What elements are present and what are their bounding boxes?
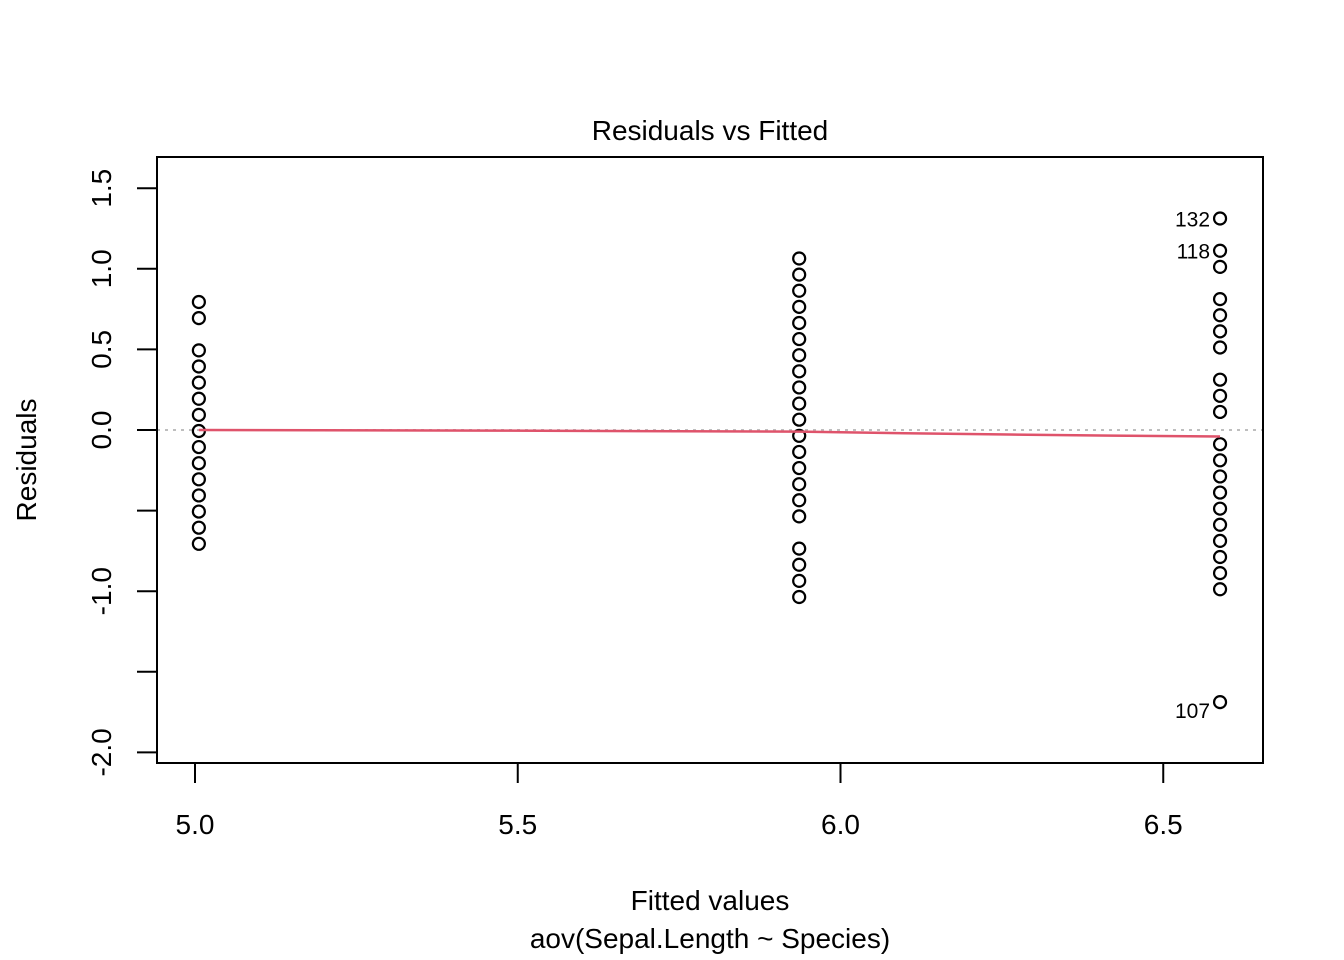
point-label-107: 107: [1175, 700, 1210, 723]
x-axis-label: Fitted values: [631, 885, 790, 916]
data-point: [1212, 469, 1228, 484]
x-tick-label: 6.0: [821, 809, 860, 840]
y-tick-label: 0.5: [86, 330, 117, 369]
x-axis: 5.0 5.5 6.0 6.5: [176, 763, 1183, 840]
plot-frame: [156, 156, 1264, 764]
y-tick-label: 1.5: [86, 169, 117, 208]
data-point: [792, 541, 807, 556]
data-point: [792, 589, 807, 605]
data-point: [191, 456, 206, 471]
data-point: [792, 444, 807, 460]
data-point: [191, 488, 206, 503]
data-point: [191, 504, 206, 519]
data-point: [792, 315, 807, 331]
data-point: [792, 348, 807, 363]
y-tick-label: -1.0: [86, 567, 117, 615]
data-point: [792, 267, 807, 282]
data-point: [191, 343, 206, 358]
data-point: [1212, 259, 1228, 274]
y-axis-label: Residuals: [11, 399, 42, 522]
data-point: [1212, 437, 1228, 452]
series-versicolor: [792, 251, 807, 605]
data-point: [191, 407, 206, 422]
data-point: [191, 439, 206, 455]
data-point: [1212, 517, 1228, 532]
data-point: [191, 520, 206, 535]
data-point: [792, 396, 807, 411]
x-tick-label: 5.5: [498, 809, 537, 840]
data-point: [1212, 549, 1228, 565]
data-point: [1212, 533, 1228, 549]
series-virginica: [1212, 211, 1228, 710]
data-point: [191, 391, 206, 406]
data-point: [1212, 695, 1228, 710]
data-point: [792, 331, 807, 347]
data-point: [792, 283, 807, 298]
data-point: [1212, 388, 1228, 403]
chart-title: Residuals vs Fitted: [592, 115, 829, 146]
data-point: [1212, 453, 1228, 468]
data-point: [1212, 292, 1228, 307]
data-point: [792, 251, 807, 266]
data-point: [792, 477, 807, 492]
data-point: [1212, 501, 1228, 516]
point-label-132: 132: [1175, 209, 1210, 232]
y-tick-label: -2.0: [86, 728, 117, 776]
data-point: [191, 359, 206, 374]
data-point: [1212, 324, 1228, 339]
data-point: [1212, 566, 1228, 581]
lowess-smoother-line: [198, 428, 1221, 438]
y-tick-label: 1.0: [86, 249, 117, 288]
data-point: [792, 380, 807, 395]
data-point: [792, 299, 807, 314]
data-point: [792, 460, 807, 476]
data-point: [792, 557, 807, 572]
data-point: [1212, 211, 1228, 226]
data-point: [1212, 485, 1228, 500]
data-point: [1212, 308, 1228, 323]
data-point: [191, 472, 206, 487]
data-point: [792, 364, 807, 379]
chart-subtitle: aov(Sepal.Length ~ Species): [530, 923, 890, 954]
data-point: [792, 493, 807, 508]
point-label-118: 118: [1177, 241, 1210, 264]
plot-area: 132 118 107 5.0 5.5 6.0 6.5 -2.0 -1.0 0.0 0.5 1.0 1.…: [86, 156, 1264, 840]
data-point: [191, 375, 206, 390]
series-setosa: [191, 294, 206, 551]
data-point: [792, 412, 807, 427]
data-point: [1212, 243, 1228, 258]
data-point: [1212, 340, 1228, 355]
data-point: [1212, 372, 1228, 387]
x-tick-label: 6.5: [1144, 809, 1183, 840]
data-point: [1212, 582, 1228, 597]
data-point: [792, 509, 807, 524]
data-point: [792, 573, 807, 588]
y-tick-label: 0.0: [86, 411, 117, 450]
y-axis: -2.0 -1.0 0.0 0.5 1.0 1.5: [86, 169, 157, 777]
data-point: [792, 428, 807, 443]
data-point: [191, 311, 206, 326]
data-point: [191, 536, 206, 551]
data-point: [1212, 404, 1228, 420]
data-point: [191, 294, 206, 310]
x-tick-label: 5.0: [176, 809, 215, 840]
